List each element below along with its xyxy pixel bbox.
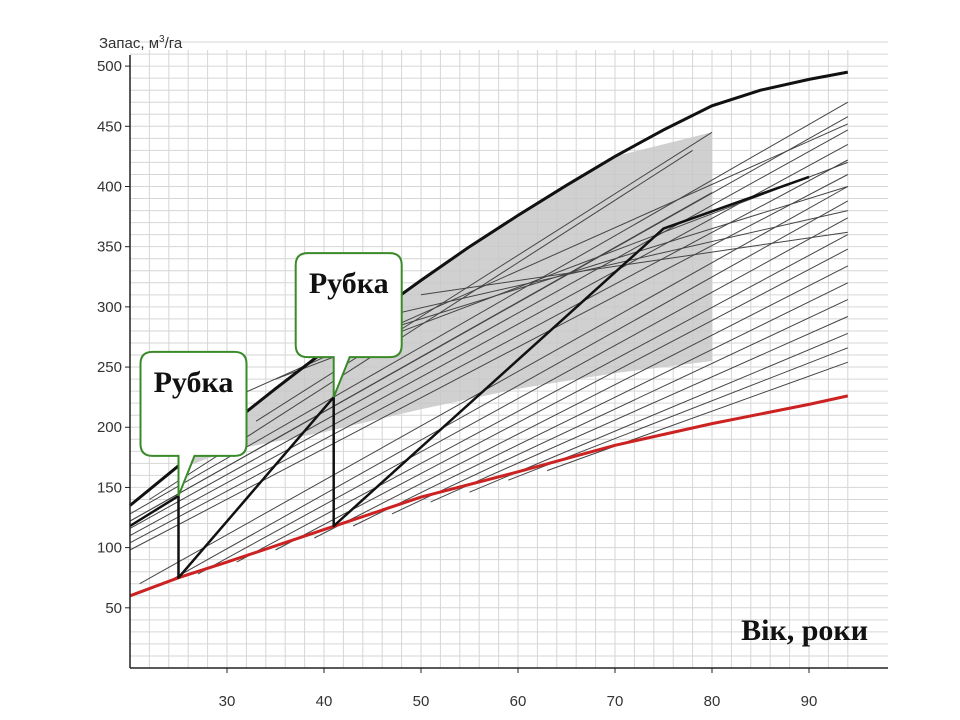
- y-tick-label: 200: [97, 419, 122, 436]
- growth-curve: [129, 101, 849, 515]
- growth-curve: [469, 332, 848, 493]
- x-tick-label: 70: [607, 693, 624, 710]
- x-tick-label: 50: [413, 693, 430, 710]
- growth-curve: [207, 123, 849, 410]
- growth-curve: [236, 234, 849, 563]
- growth-curve: [129, 129, 849, 529]
- y-tick-label: 500: [97, 58, 122, 75]
- growth-curve: [197, 217, 849, 575]
- y-tick-label: 400: [97, 178, 122, 195]
- x-tick-label: 40: [316, 693, 333, 710]
- growth-curve: [323, 186, 848, 350]
- y-tick-label: 50: [105, 600, 122, 617]
- callout-label: Рубка: [309, 267, 389, 300]
- x-axis-title: Вік, роки: [741, 614, 868, 647]
- callout-bubble: [294, 252, 403, 398]
- y-axis-title: Запас, м3/га: [99, 34, 183, 52]
- growth-curve: [391, 299, 849, 515]
- growth-curve: [129, 174, 849, 551]
- lower-bound-curve: [129, 394, 849, 598]
- growth-curve: [139, 186, 849, 585]
- bound-curves: [129, 70, 849, 598]
- y-tick-label: 300: [97, 299, 122, 316]
- y-tick-label: 100: [97, 540, 122, 557]
- growth-curve: [352, 282, 849, 527]
- growth-curve: [275, 248, 849, 551]
- x-tick-label: 90: [801, 693, 818, 710]
- growth-curve: [430, 316, 849, 503]
- x-tick-label: 30: [219, 693, 236, 710]
- callout-bubble: [139, 350, 248, 497]
- callout-label: Рубка: [154, 366, 234, 399]
- growth-curves: [129, 101, 849, 585]
- growth-curve: [168, 200, 849, 582]
- axes: 50 100 150 200 250 300 350 400 450 500 30 40 50 60 70 8…: [97, 55, 888, 710]
- growth-curve: [314, 265, 849, 539]
- y-tick-label: 150: [97, 479, 122, 496]
- growth-curve: [420, 231, 848, 296]
- y-tick-label: 250: [97, 359, 122, 376]
- x-tick-label: 80: [704, 693, 721, 710]
- upper-bound-curve: [129, 70, 849, 507]
- y-tick-label: 350: [97, 239, 122, 256]
- growth-curve: [129, 143, 849, 537]
- callouts: Рубка Рубка: [139, 252, 403, 497]
- growth-curve: [255, 131, 713, 422]
- y-tick-label: 450: [97, 118, 122, 135]
- x-tick-label: 60: [510, 693, 527, 710]
- growth-curve: [129, 192, 713, 522]
- growth-curve: [546, 361, 848, 472]
